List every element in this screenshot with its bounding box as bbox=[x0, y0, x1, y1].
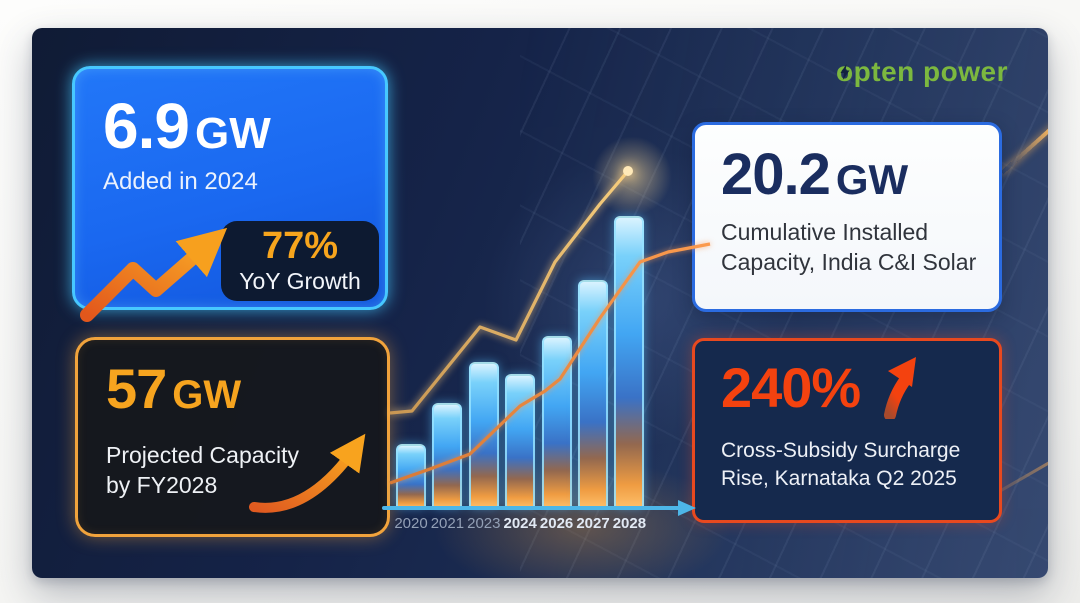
card-cumulative-capacity: 20.2 GW Cumulative Installed Capacity, In… bbox=[692, 122, 1002, 312]
bar-2027 bbox=[578, 280, 608, 508]
zigzag-up-arrow-icon bbox=[80, 227, 228, 322]
projected-caption: Projected Capacity by FY2028 bbox=[106, 441, 300, 498]
card-surcharge-rise: 240% Cross-Subsidy Surcharge Rise, Karna… bbox=[692, 338, 1002, 523]
yoy-growth-badge: 77% YoY Growth bbox=[221, 221, 379, 301]
curved-up-arrow-icon bbox=[249, 433, 366, 513]
chart-overlay bbox=[382, 166, 711, 516]
up-arrow-icon bbox=[884, 357, 917, 419]
added-2024-caption: Added in 2024 bbox=[103, 168, 258, 196]
surcharge-caption: Cross-Subsidy Surcharge Rise, Karnataka … bbox=[721, 439, 961, 491]
x-tick-2024: 2024 bbox=[503, 515, 537, 532]
surcharge-value: 240% bbox=[721, 356, 861, 419]
cumulative-caption: Cumulative Installed Capacity, India C&I… bbox=[721, 218, 977, 275]
x-axis-arrow-icon bbox=[678, 500, 696, 516]
bar-2023 bbox=[468, 362, 499, 508]
logo-bolt-icon bbox=[840, 64, 850, 80]
x-tick-2026: 2026 bbox=[539, 515, 574, 532]
x-tick-2020: 2020 bbox=[394, 515, 428, 532]
x-tick-2023: 2023 bbox=[467, 515, 501, 532]
x-axis-labels: 2020 2021 2023 2024 2026 2027 2028 bbox=[390, 515, 720, 539]
x-tick-2021: 2021 bbox=[430, 515, 465, 532]
yoy-growth-value: 77% bbox=[261, 225, 339, 267]
gold-trend-line bbox=[389, 169, 630, 415]
brand-logo: opten power bbox=[836, 56, 1008, 88]
brand-logo-text: opten power bbox=[836, 56, 1008, 87]
trend-peak-dot bbox=[623, 166, 633, 176]
x-tick-2027: 2027 bbox=[576, 515, 610, 532]
infographic-panel: opten power 6.9 GW Added in 2024 77% YoY … bbox=[32, 28, 1048, 578]
added-2024-value: 6.9 GW bbox=[103, 90, 271, 162]
capacity-chart: 2020 2021 2023 2024 2026 2027 2028 bbox=[382, 166, 720, 560]
orange-trend-line bbox=[389, 242, 711, 485]
x-tick-2028: 2028 bbox=[612, 515, 647, 532]
yoy-growth-caption: YoY Growth bbox=[239, 268, 361, 294]
bar-2024 bbox=[505, 374, 536, 508]
cumulative-value: 20.2 GW bbox=[721, 142, 909, 207]
projected-value: 57 GW bbox=[106, 357, 242, 420]
bar-2026 bbox=[541, 336, 572, 508]
chart-bars bbox=[390, 168, 710, 508]
card-projected-capacity: 57 GW Projected Capacity by FY2028 bbox=[75, 337, 390, 537]
card-added-2024: 6.9 GW Added in 2024 77% YoY Growth bbox=[72, 66, 388, 322]
gold-light-streak bbox=[1000, 77, 1048, 175]
bar-2021 bbox=[432, 403, 463, 508]
